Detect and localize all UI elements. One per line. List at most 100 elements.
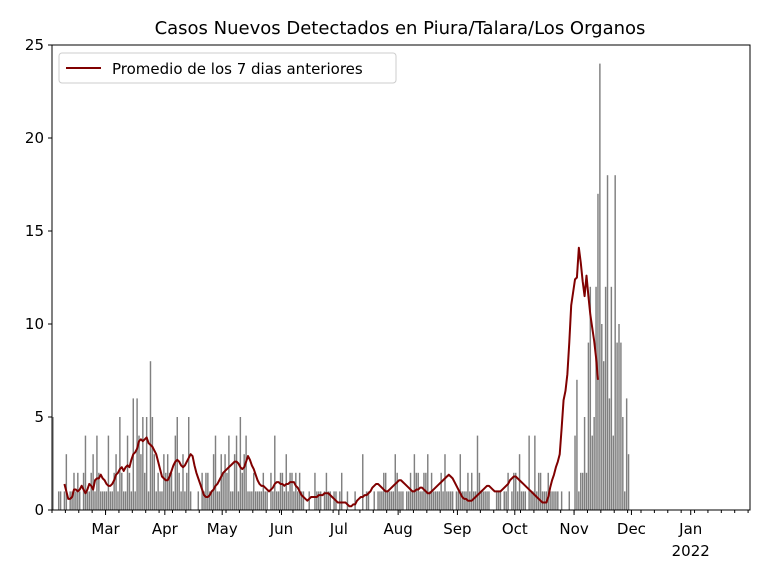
bar	[151, 417, 154, 510]
bar	[528, 435, 530, 510]
bar	[427, 454, 429, 510]
bar	[383, 472, 385, 510]
bar	[295, 472, 297, 510]
bar	[434, 491, 437, 510]
bar	[65, 454, 68, 510]
bar	[212, 454, 215, 510]
bar	[547, 472, 549, 510]
x-axis: Mar Apr May Jun Jul Aug Sep Oct Nov Dec Jan 2022	[51, 510, 749, 560]
bar	[122, 491, 125, 510]
bar	[235, 435, 238, 510]
bar	[100, 491, 102, 510]
bar	[226, 472, 228, 510]
bar	[111, 491, 113, 510]
bar	[142, 417, 144, 510]
bar	[59, 491, 62, 510]
bar	[461, 491, 463, 510]
bar	[231, 491, 234, 510]
bar	[318, 491, 320, 510]
bar	[534, 435, 536, 510]
bar	[362, 454, 364, 510]
x-tick-label: Jul	[329, 520, 348, 538]
x-tick-label: Apr	[152, 520, 179, 538]
bar	[442, 491, 444, 510]
bar	[216, 491, 219, 510]
bar	[518, 454, 521, 510]
bar	[186, 472, 188, 510]
bar	[124, 491, 127, 510]
bar	[222, 472, 224, 510]
bar	[411, 491, 414, 510]
bar	[455, 491, 458, 510]
bar	[253, 472, 255, 510]
bar	[340, 472, 343, 510]
bar	[463, 491, 465, 510]
bar	[149, 361, 152, 510]
bar	[539, 472, 542, 510]
x-tick-label: Oct	[502, 520, 528, 538]
bar	[606, 175, 609, 510]
bar	[444, 454, 446, 510]
bar	[472, 491, 475, 510]
bar	[233, 454, 236, 510]
x-tick-label: Jan	[678, 520, 702, 538]
bar	[386, 491, 389, 510]
bar	[409, 472, 412, 510]
bar	[297, 491, 299, 510]
bar	[413, 454, 416, 510]
bar	[247, 491, 249, 510]
bar	[438, 491, 440, 510]
bar	[583, 417, 586, 510]
bar	[379, 491, 381, 510]
bar	[319, 491, 322, 510]
bar	[329, 491, 331, 510]
bar	[96, 435, 98, 510]
bar	[155, 491, 157, 510]
bar	[130, 491, 133, 510]
bar	[467, 472, 469, 510]
bar	[224, 454, 226, 510]
bar	[459, 454, 462, 510]
bar	[471, 472, 473, 510]
bar	[417, 472, 419, 510]
bar	[103, 491, 106, 510]
bar	[551, 491, 553, 510]
bar	[101, 491, 104, 510]
bar	[189, 491, 192, 510]
bar	[602, 361, 605, 510]
bar	[497, 491, 500, 510]
bar	[555, 491, 557, 510]
bar	[293, 491, 295, 510]
bar	[264, 491, 266, 510]
bar	[84, 435, 87, 510]
bar	[170, 472, 173, 510]
bar	[281, 472, 284, 510]
bar	[333, 491, 335, 510]
plot-frame	[51, 44, 751, 511]
bar	[549, 491, 551, 510]
bar	[530, 491, 532, 510]
bar	[616, 342, 618, 510]
bar	[599, 63, 601, 510]
bar	[168, 472, 171, 510]
bar	[436, 491, 439, 510]
bar	[612, 435, 614, 510]
bar	[624, 491, 626, 510]
bar	[316, 491, 318, 510]
x-tick-label: Dec	[617, 520, 646, 538]
bar	[568, 491, 571, 510]
y-tick-label: 25	[25, 36, 44, 54]
y-tick-label: 5	[34, 408, 44, 426]
bar	[153, 454, 156, 510]
legend-box	[58, 52, 397, 84]
bar	[94, 491, 96, 510]
bar	[532, 491, 534, 510]
bar	[117, 491, 119, 510]
bar	[75, 491, 77, 510]
bar	[585, 472, 588, 510]
bar	[381, 491, 383, 510]
bar	[115, 454, 117, 510]
bar	[243, 454, 245, 510]
bar	[275, 491, 278, 510]
